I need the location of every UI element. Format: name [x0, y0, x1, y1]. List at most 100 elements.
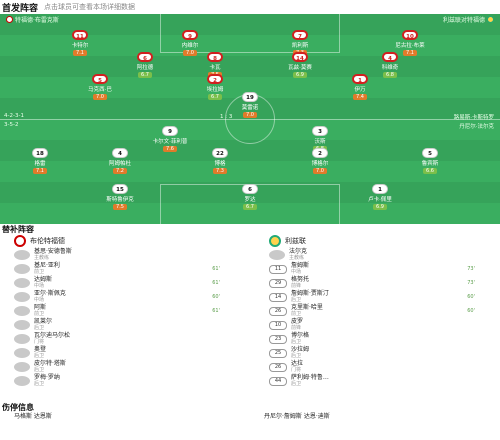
sub-name: 格努托	[291, 276, 310, 283]
pitch: 特福德·布雷克斯 利兹联对特福德 1 : 3 4-2-3-1 路易斯·卡斯特罗 …	[0, 14, 500, 224]
player-number: 18	[32, 148, 48, 158]
player-rating: 6.9	[373, 204, 387, 210]
player-number: 5	[92, 74, 108, 84]
sub-row[interactable]: 凯莱尔 后卫	[0, 318, 250, 332]
sub-row[interactable]: 基尼·亚利 前卫 61'	[0, 262, 250, 276]
player-home[interactable]: 14 瓦兹·莫赛 6.9	[270, 52, 330, 78]
sub-row[interactable]: 11 詹姆斯 中场 73'	[255, 262, 500, 276]
sub-row[interactable]: 法尔克 主教练	[255, 248, 500, 262]
player-rating: 6.7	[243, 204, 257, 210]
sub-info: 基思·安德鲁斯 主教练	[34, 249, 72, 262]
sub-info: 沙拉姆 后卫	[291, 347, 309, 360]
home-formation: 4-2-3-1	[4, 113, 24, 119]
sub-role: 后卫	[291, 339, 302, 345]
sub-name: 达拉	[291, 360, 304, 367]
sub-event: 60'	[467, 294, 475, 300]
sub-row[interactable]: 亚尔·斯佩克 中场 60'	[0, 290, 250, 304]
lineup-title: 首发阵容	[2, 3, 39, 14]
player-name: 卡瓦	[209, 65, 221, 71]
sub-role: 主教练	[34, 255, 50, 261]
sub-info: 博尔格 后卫	[291, 332, 310, 346]
player-away[interactable]: 19 莫雷诺 7.0	[220, 92, 280, 118]
player-name: 马克西·巴	[88, 87, 112, 93]
sub-info: 达姆斯 中场	[34, 277, 52, 290]
player-number: 7	[292, 30, 308, 40]
sub-row[interactable]: 罗梅·罗纳 后卫	[0, 374, 250, 388]
away-formation: 3-5-2	[4, 122, 19, 128]
player-away[interactable]: 18 格雷 7.1	[10, 148, 70, 174]
sub-name: 凯莱尔	[34, 318, 53, 325]
player-home[interactable]: 1 伊万 7.4	[330, 74, 390, 100]
away-team-logo-icon	[487, 16, 494, 23]
player-home[interactable]: 2 埃拉姆 6.7	[185, 74, 245, 100]
sub-role: 中场	[34, 297, 45, 303]
sub-role: 门将	[34, 339, 45, 345]
sub-row[interactable]: 25 沙拉姆 后卫	[255, 346, 500, 360]
sub-info: 达拉 门将	[291, 360, 304, 374]
sub-info: 萨利姆·特鲁… 后卫	[291, 375, 329, 388]
sub-info: 奥登 后卫	[34, 347, 46, 360]
player-name: 内维尔	[181, 43, 199, 49]
sub-row[interactable]: 瓦尔迪马尔松 门将	[0, 332, 250, 346]
player-name: 卡特尔	[71, 43, 89, 49]
player-number: 2	[312, 148, 328, 158]
player-rating: 7.5	[113, 204, 127, 210]
player-away[interactable]: 9 卡尔文·菲利普 7.6	[140, 126, 200, 152]
sub-row[interactable]: 阿斯 前卫 61'	[0, 304, 250, 318]
player-number: 5	[422, 148, 438, 158]
sub-row[interactable]: 基思·安德鲁斯 主教练	[0, 248, 250, 262]
sub-name: 阿斯	[34, 304, 47, 311]
sub-row[interactable]: 皮尔特·塔斯 后卫	[0, 360, 250, 374]
player-number: 1	[372, 184, 388, 194]
sub-info: 詹姆斯·贾斯汀 后卫	[291, 291, 329, 304]
sub-name: 詹姆斯	[291, 262, 310, 269]
sub-row[interactable]: 29 格努托 前锋 73'	[255, 276, 500, 290]
pitch-away-label: 利兹联对特福德	[443, 15, 494, 24]
player-away[interactable]: 2 博格尔 7.0	[290, 148, 350, 174]
avatar	[14, 264, 30, 274]
player-away[interactable]: 1 卢卡·佩里 6.9	[350, 184, 410, 210]
sub-info: 罗梅·罗纳 后卫	[34, 375, 60, 388]
center-score: 1 : 3	[220, 114, 233, 120]
player-number: 14	[292, 52, 308, 62]
player-away[interactable]: 15 斯特鲁伊克 7.5	[90, 184, 150, 210]
sub-row[interactable]: 奥登 后卫	[0, 346, 250, 360]
sub-name: 博尔格	[291, 332, 310, 339]
player-away[interactable]: 6 罗达 6.7	[220, 184, 280, 210]
sub-number: 26	[269, 306, 287, 316]
player-home[interactable]: 9 内维尔 7.0	[160, 30, 220, 56]
player-name: 沃斯	[314, 139, 326, 145]
avatar	[14, 334, 30, 344]
sub-role: 主教练	[289, 255, 305, 261]
sub-info: 皮尔特·塔斯 后卫	[34, 361, 66, 374]
sub-info: 瓦尔迪马尔松 门将	[34, 333, 70, 346]
player-home[interactable]: 10 尼古拉·布莱 7.1	[380, 30, 440, 56]
player-home[interactable]: 4 科维奇 6.8	[360, 52, 420, 78]
player-away[interactable]: 22 博格 7.3	[190, 148, 250, 174]
sub-row[interactable]: 26 克里斯·哈里 前卫 60'	[255, 304, 500, 318]
avatar	[14, 376, 30, 386]
player-away[interactable]: 5 鲁宾斯 6.6	[400, 148, 460, 174]
sub-row[interactable]: 14 詹姆斯·贾斯汀 后卫 60'	[255, 290, 500, 304]
player-number: 1	[352, 74, 368, 84]
player-name: 莫雷诺	[241, 105, 259, 111]
sub-name: 亚尔·斯佩克	[34, 290, 66, 297]
player-number: 10	[402, 30, 418, 40]
sub-row[interactable]: 23 博尔格 后卫	[255, 332, 500, 346]
sub-row[interactable]: 44 萨利姆·特鲁… 后卫	[255, 374, 500, 388]
sub-role: 门将	[291, 367, 302, 373]
subs-home-team: 布伦特福德	[0, 234, 250, 248]
player-number: 4	[112, 148, 128, 158]
sub-role: 前卫	[34, 269, 45, 275]
avatar	[269, 250, 285, 260]
sub-role: 后卫	[291, 381, 302, 387]
player-home[interactable]: 5 马克西·巴 7.0	[70, 74, 130, 100]
sub-row[interactable]: 10 皮罗 前锋	[255, 318, 500, 332]
player-home[interactable]: 6 阿拉德 6.7	[115, 52, 175, 78]
player-away[interactable]: 4 阿姆帕杜 7.2	[90, 148, 150, 174]
sub-row[interactable]: 达姆斯 中场 61'	[0, 276, 250, 290]
player-home[interactable]: 11 卡特尔 7.1	[50, 30, 110, 56]
avatar	[14, 320, 30, 330]
sub-row[interactable]: 26 达拉 门将	[255, 360, 500, 374]
